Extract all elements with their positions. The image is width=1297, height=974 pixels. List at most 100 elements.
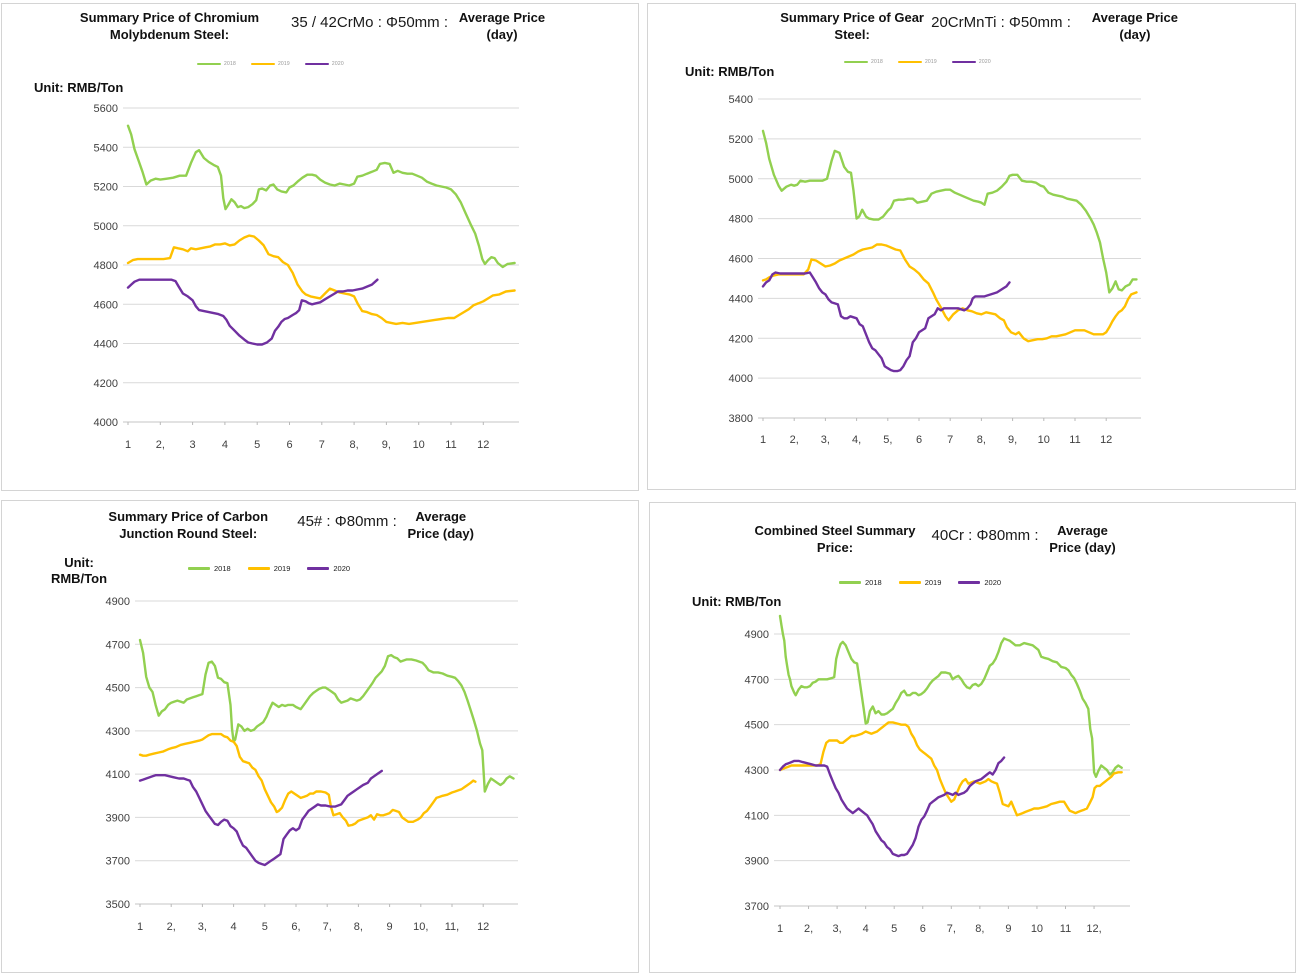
legend-swatch-2020 [304, 63, 329, 65]
legend-label-2020: 2020 [984, 578, 1002, 587]
chart-title-measure: Average Price (day) [1049, 523, 1116, 555]
legend-swatch-2018 [197, 63, 221, 65]
svg-text:9,: 9, [1008, 434, 1017, 446]
svg-text:9: 9 [387, 921, 393, 933]
svg-text:4200: 4200 [729, 333, 753, 345]
svg-text:8,: 8, [975, 923, 984, 935]
legend-item-2018: 2018 [839, 578, 882, 587]
svg-text:3: 3 [190, 439, 196, 451]
legend-swatch-2020 [307, 567, 330, 570]
price-line-chart: 3800 4000 4200 4400 4600 4800 5000 5200 5400 1 2, 3… [729, 94, 1141, 446]
svg-text:5: 5 [262, 921, 268, 933]
svg-text:3700: 3700 [745, 901, 769, 913]
price-line-chart: 4000 4200 4400 4600 4800 5000 5200 5400 5600 1 2, 3… [94, 103, 519, 451]
svg-text:7,: 7, [323, 921, 332, 933]
legend-label-2018: 2018 [214, 564, 231, 573]
chart-title: Summary Price of Chromium Molybdenum Ste… [17, 10, 587, 43]
svg-text:5: 5 [254, 439, 260, 451]
chart-title-subject: Summary Price of Gear Steel: [780, 10, 924, 42]
svg-text:1: 1 [777, 923, 783, 935]
legend-item-2018: 2018 [197, 61, 236, 67]
chart-panel-combined-steel: Combined Steel Summary Price: 40Cr : Φ80… [649, 502, 1296, 973]
svg-text:1: 1 [760, 434, 766, 446]
chart-title-subject: Summary Price of Carbon Junction Round S… [108, 509, 269, 541]
legend-swatch-2019 [247, 567, 270, 570]
svg-text:4300: 4300 [745, 765, 769, 777]
legend-label-2019: 2019 [273, 564, 291, 573]
svg-text:4100: 4100 [745, 810, 769, 822]
svg-text:4900: 4900 [745, 629, 769, 641]
unit-label: Unit: RMB/Ton [692, 594, 782, 609]
svg-text:4000: 4000 [729, 373, 753, 385]
svg-text:7: 7 [947, 434, 953, 446]
svg-text:3,: 3, [198, 921, 207, 933]
svg-text:6: 6 [920, 923, 926, 935]
svg-text:5,: 5, [883, 434, 892, 446]
svg-text:3,: 3, [833, 923, 842, 935]
svg-text:11: 11 [1069, 434, 1080, 446]
chart-legend: 2018 2019 2020 [197, 61, 344, 67]
svg-text:4,: 4, [852, 434, 861, 446]
svg-text:2,: 2, [167, 921, 176, 933]
svg-text:4100: 4100 [106, 769, 130, 781]
svg-text:9,: 9, [382, 439, 391, 451]
svg-text:10: 10 [1031, 923, 1043, 935]
svg-text:11,: 11, [445, 921, 459, 933]
chart-legend: 2018 2019 2020 [188, 564, 350, 573]
legend-swatch-2018 [839, 581, 861, 584]
svg-text:4: 4 [222, 439, 228, 451]
svg-text:3500: 3500 [106, 899, 130, 911]
legend-swatch-2020 [951, 61, 976, 63]
chart-panel-gear-steel: Summary Price of Gear Steel: 20CrMnTi : … [647, 3, 1296, 490]
legend-item-2020: 2020 [951, 59, 991, 65]
chart-title: Combined Steel Summary Price: 40Cr : Φ80… [660, 523, 1205, 556]
legend-label-2018: 2018 [871, 59, 883, 65]
chart-title-spec: 20CrMnTi : Φ50mm : [931, 14, 1071, 31]
svg-text:5400: 5400 [729, 94, 753, 106]
svg-text:5400: 5400 [94, 142, 118, 154]
svg-text:5000: 5000 [94, 221, 118, 233]
svg-text:11: 11 [1060, 923, 1071, 935]
svg-text:2,: 2, [804, 923, 813, 935]
legend-swatch-2018 [844, 61, 868, 63]
legend-swatch-2019 [897, 61, 922, 63]
svg-text:4600: 4600 [94, 299, 118, 311]
legend-item-2019: 2019 [897, 59, 937, 65]
svg-text:3900: 3900 [745, 856, 769, 868]
svg-text:1: 1 [125, 439, 131, 451]
svg-text:9: 9 [1005, 923, 1011, 935]
price-line-chart: 3500 3700 3900 4100 4300 4500 4700 4900 1 2, 3, 4 5 6… [106, 596, 518, 933]
legend-item-2018: 2018 [844, 59, 883, 65]
svg-text:3700: 3700 [106, 856, 130, 868]
chart-panel-carbon-junction-round-steel: Summary Price of Carbon Junction Round S… [1, 500, 639, 973]
chart-title: Summary Price of Carbon Junction Round S… [17, 509, 547, 542]
chart-legend: 2018 2019 2020 [844, 59, 991, 65]
unit-label: Unit: RMB/Ton [685, 64, 775, 79]
legend-label-2019: 2019 [924, 578, 942, 587]
svg-text:8,: 8, [350, 439, 359, 451]
svg-text:3800: 3800 [729, 413, 753, 425]
chart-title-measure: Average Price (day) [407, 509, 474, 541]
legend-item-2020: 2020 [304, 61, 344, 67]
svg-text:12: 12 [477, 921, 489, 933]
svg-text:8,: 8, [977, 434, 986, 446]
legend-label-2019: 2019 [277, 61, 290, 67]
chart-title-measure: Average Price (day) [458, 10, 546, 42]
svg-text:6: 6 [286, 439, 292, 451]
svg-text:10: 10 [1038, 434, 1050, 446]
legend-label-2020: 2020 [333, 564, 351, 573]
svg-text:4200: 4200 [94, 378, 118, 390]
svg-text:4000: 4000 [94, 417, 118, 429]
svg-text:1: 1 [137, 921, 143, 933]
svg-text:4500: 4500 [106, 683, 130, 695]
chart-title-spec: 40Cr : Φ80mm : [931, 527, 1039, 544]
chart-title-spec: 35 / 42CrMo : Φ50mm : [290, 14, 449, 31]
svg-text:4900: 4900 [106, 596, 130, 608]
legend-swatch-2019 [250, 63, 275, 65]
svg-text:5200: 5200 [94, 182, 118, 194]
svg-text:6: 6 [916, 434, 922, 446]
svg-text:4400: 4400 [94, 339, 118, 351]
svg-text:4500: 4500 [745, 720, 769, 732]
